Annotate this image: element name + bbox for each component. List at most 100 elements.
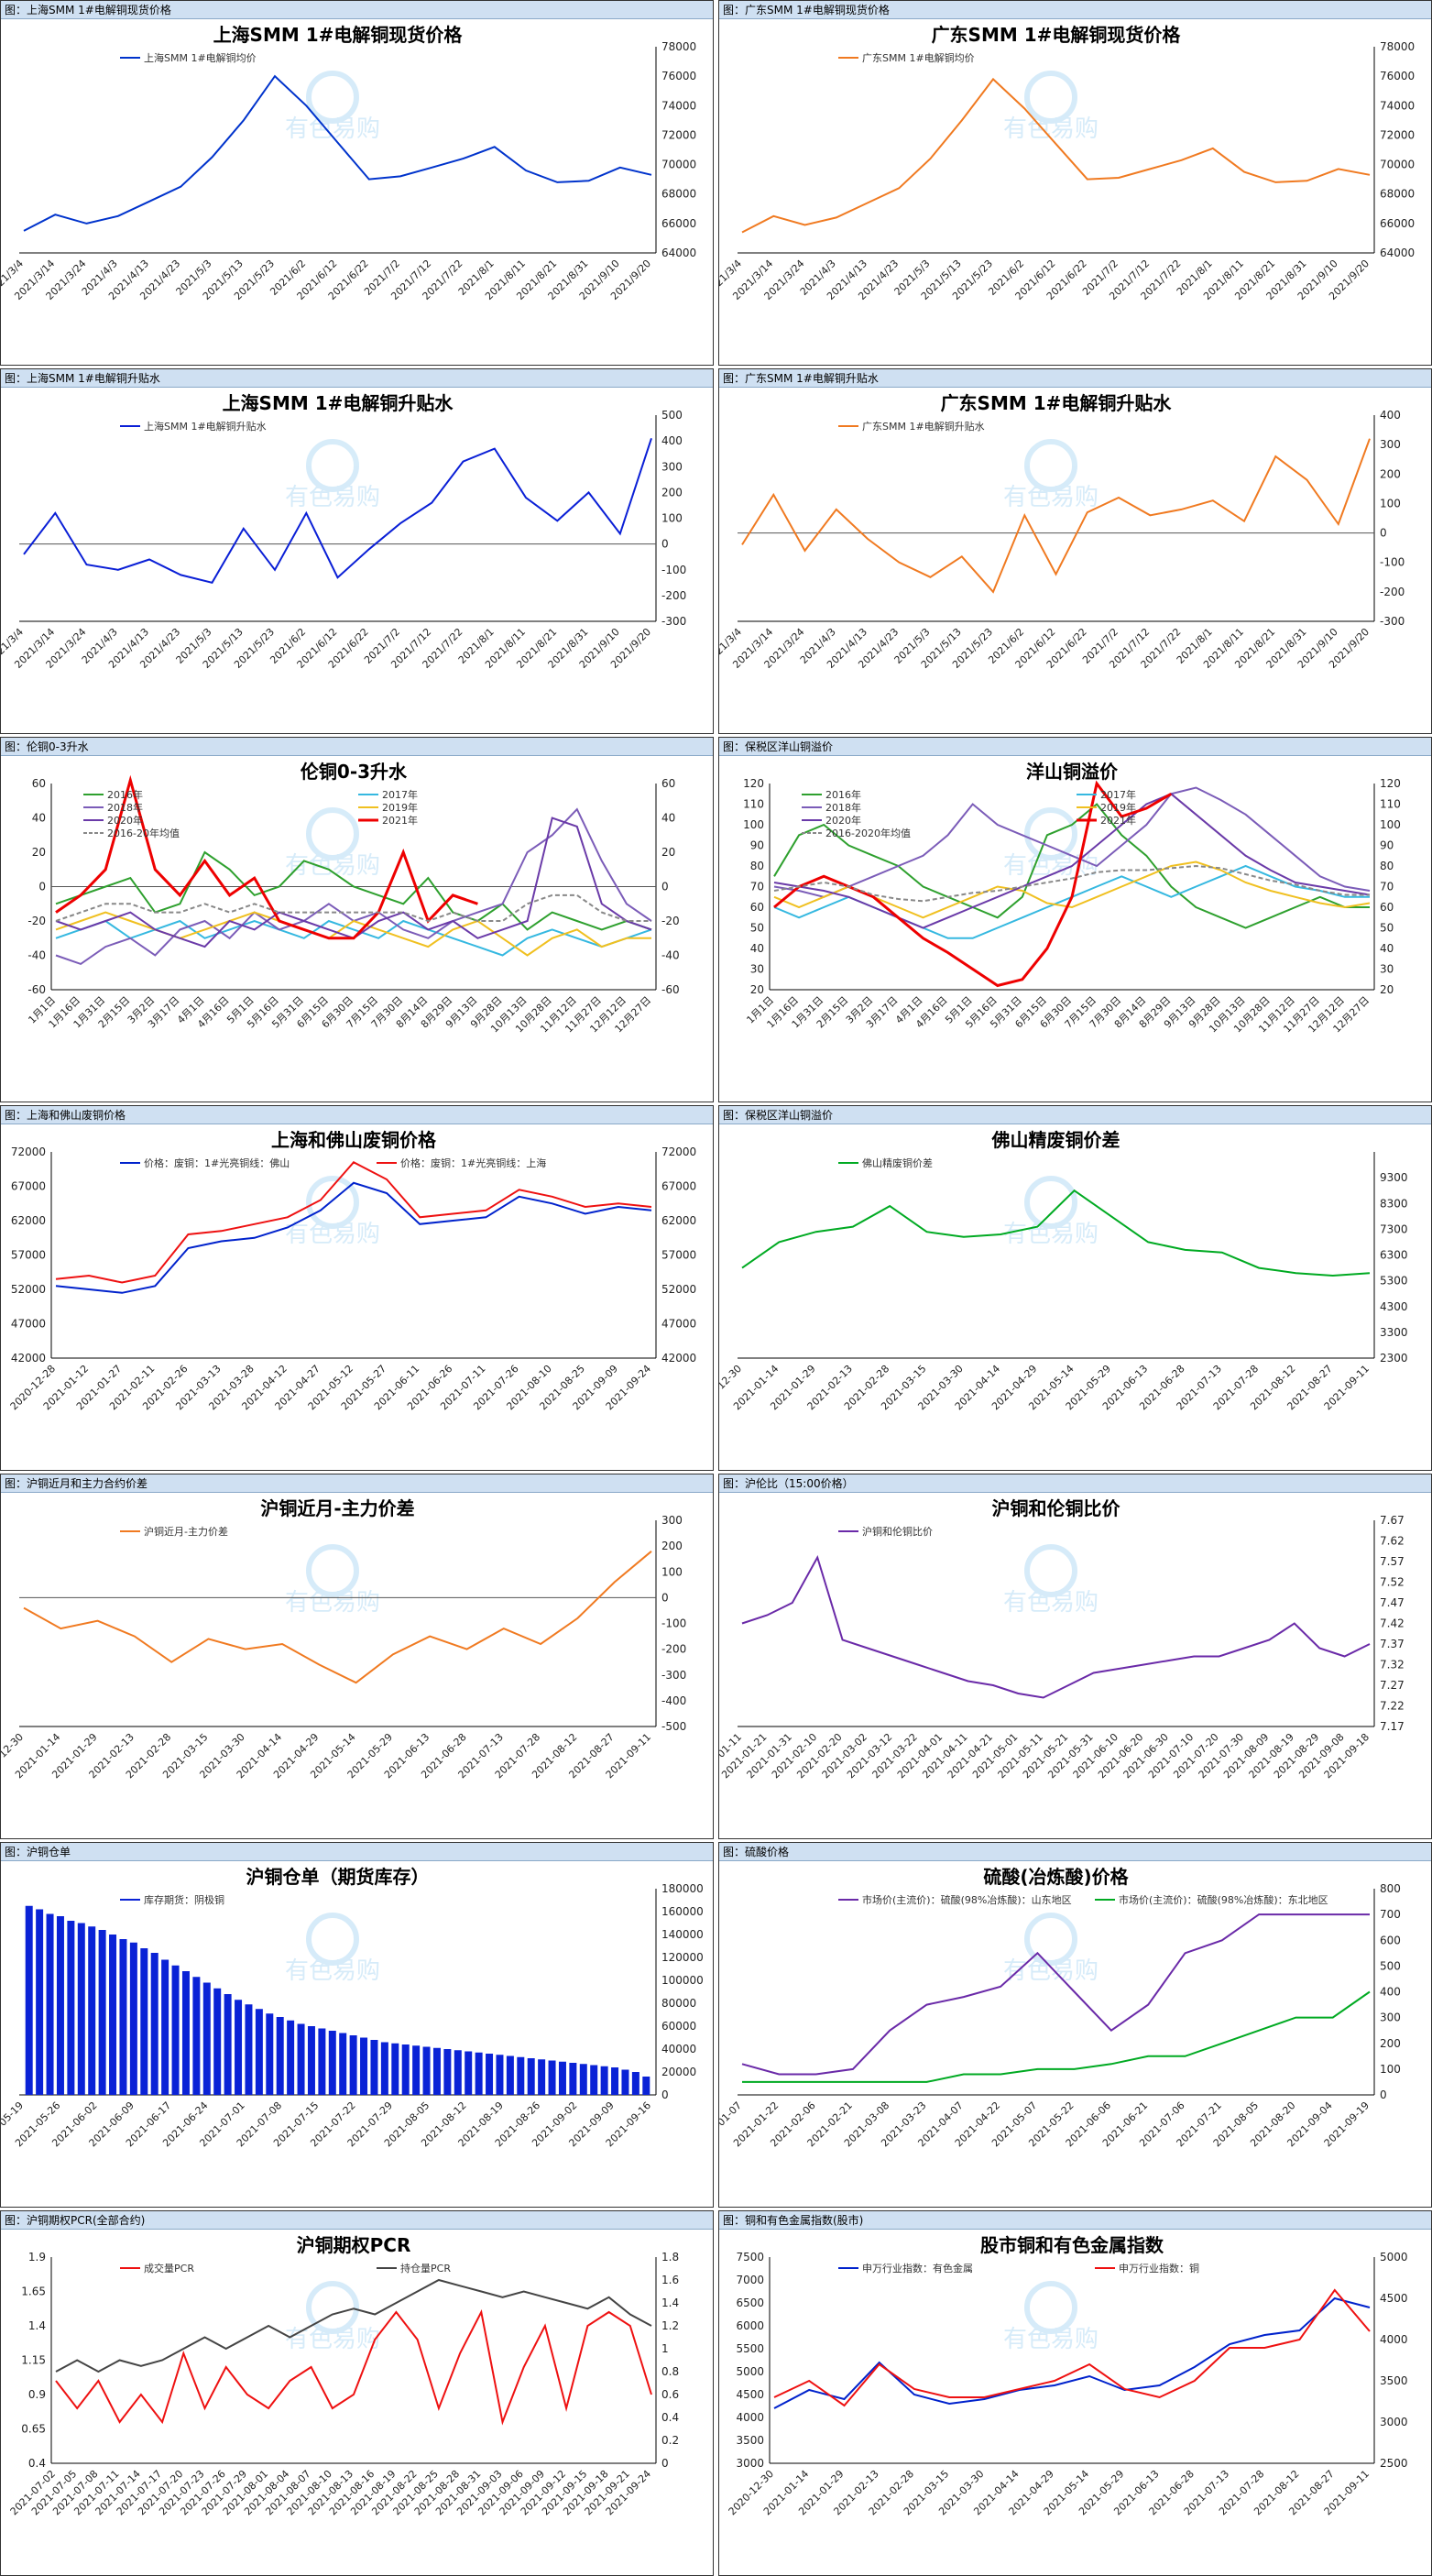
y-tick-label-left: 3000 bbox=[736, 2457, 764, 2470]
legend: 库存期货：阴极铜 bbox=[120, 1893, 224, 1906]
bar bbox=[443, 2049, 452, 2095]
chart-title: 沪铜期权PCR bbox=[297, 2234, 411, 2256]
bar bbox=[56, 1916, 64, 2095]
y-tick-label: -200 bbox=[1380, 586, 1405, 598]
bar bbox=[266, 2013, 274, 2095]
y-tick-label: 7.62 bbox=[1380, 1535, 1405, 1548]
y-tick-label: 50 bbox=[1380, 922, 1394, 935]
bar bbox=[25, 1905, 33, 2095]
y-tick-label: 3000 bbox=[1380, 2416, 1408, 2428]
bar bbox=[422, 2046, 431, 2095]
y-tick-label: 7.17 bbox=[1380, 1720, 1405, 1733]
y-tick-label: 72000 bbox=[1380, 128, 1415, 141]
bar bbox=[213, 1988, 222, 2095]
legend-label: 价格：废铜：1#光亮铜线：上海 bbox=[400, 1156, 546, 1169]
y-tick-label: 7.42 bbox=[1380, 1617, 1405, 1630]
y-tick-label: 70000 bbox=[1380, 159, 1415, 171]
y-tick-label-left: 4000 bbox=[736, 2411, 764, 2424]
y-tick-label-left: 1.4 bbox=[28, 2319, 46, 2332]
y-tick-label: 0.8 bbox=[661, 2365, 679, 2378]
y-tick-label: 300 bbox=[661, 1514, 683, 1527]
legend-label: 2018年 bbox=[825, 801, 861, 814]
y-tick-label-left: -40 bbox=[27, 949, 46, 962]
y-tick-label-left: 47000 bbox=[11, 1318, 46, 1331]
y-tick-label-left: -60 bbox=[27, 983, 46, 996]
chart-title: 上海SMM 1#电解铜现货价格 bbox=[213, 24, 464, 46]
y-tick-label: 5300 bbox=[1380, 1275, 1408, 1288]
legend: 沪铜和伦铜比价 bbox=[838, 1525, 933, 1538]
y-tick-label: 60 bbox=[1380, 901, 1394, 914]
watermark-logo: 有色易购 bbox=[1003, 2281, 1099, 2353]
series-line bbox=[55, 1181, 652, 1294]
chart-panel: 图：广东SMM 1#电解铜现货价格 有色易购 广东SMM 1#电解铜现货价格 6400… bbox=[718, 0, 1432, 366]
panel-header: 图：上海SMM 1#电解铜现货价格 bbox=[1, 1, 713, 19]
watermark-logo: 有色易购 bbox=[285, 439, 380, 511]
y-tick-label: 74000 bbox=[1380, 99, 1415, 112]
bar bbox=[360, 2037, 368, 2095]
y-tick-label: 67000 bbox=[661, 1180, 696, 1193]
chart-title: 沪铜近月-主力价差 bbox=[260, 1497, 414, 1519]
y-tick-label: 100000 bbox=[661, 1974, 704, 1987]
chart-svg: 有色易购 沪铜期权PCR 0 0.2 0.4 0.6 0.8 1 1.2 1.4 1.6 1.8 0.4… bbox=[8, 2234, 679, 2517]
chart-title: 广东SMM 1#电解铜升贴水 bbox=[941, 392, 1173, 414]
y-tick-label: 64000 bbox=[1380, 247, 1415, 259]
y-tick-label: 7.27 bbox=[1380, 1679, 1405, 1692]
chart-svg: 有色易购 佛山精废铜价差 2300 3300 4300 5300 6300 7300 8300 9… bbox=[719, 1129, 1408, 1412]
y-tick-label: 7.52 bbox=[1380, 1576, 1405, 1589]
bar bbox=[631, 2072, 639, 2095]
panel-header: 图：沪伦比（15:00价格） bbox=[719, 1474, 1431, 1493]
bar bbox=[245, 2004, 253, 2095]
bar bbox=[46, 1913, 54, 2095]
legend-label: 2016年 bbox=[825, 788, 861, 801]
y-tick-label: 1 bbox=[661, 2342, 669, 2355]
y-tick-label-left: 40 bbox=[32, 812, 46, 825]
y-tick-label: 74000 bbox=[661, 99, 696, 112]
y-tick-label: 40 bbox=[661, 812, 675, 825]
y-tick-label: 700 bbox=[1380, 1908, 1401, 1921]
bar bbox=[88, 1926, 96, 2095]
y-tick-label: 400 bbox=[1380, 409, 1401, 422]
legend-label: 2021年 bbox=[382, 814, 418, 827]
bar bbox=[287, 2020, 295, 2095]
chart-panel: 图：伦铜0-3升水 有色易购 伦铜0-3升水 -60 -40 -20 0 20 40 60 -60 -… bbox=[0, 737, 714, 1102]
bar bbox=[109, 1935, 117, 2095]
y-tick-label-left: 72000 bbox=[11, 1145, 46, 1158]
bar bbox=[328, 2031, 336, 2095]
bar bbox=[454, 2050, 462, 2095]
y-tick-label: 400 bbox=[1380, 1986, 1401, 1999]
y-tick-label-left: 4500 bbox=[736, 2388, 764, 2401]
y-tick-label: 47000 bbox=[661, 1318, 696, 1331]
watermark-text: 有色易购 bbox=[285, 852, 380, 880]
chart-svg: 有色易购硫酸(冶炼酸)价格010020030040050060070080020… bbox=[719, 1866, 1401, 2149]
y-tick-label: 52000 bbox=[661, 1283, 696, 1296]
y-tick-label: 0 bbox=[661, 1591, 669, 1604]
y-tick-label: 7.32 bbox=[1380, 1659, 1405, 1672]
legend-label: 申万行业指数：有色金属 bbox=[862, 2262, 973, 2275]
legend-label: 2019年 bbox=[382, 801, 418, 814]
chart-panel: 图：沪铜仓单 有色易购 沪铜仓单（期货库存） 0 20000 40000 60000 8000… bbox=[0, 1842, 714, 2208]
chart-panel: 图：保税区洋山铜溢价 有色易购 洋山铜溢价 20 30 40 50 60 70 80 90 100 11… bbox=[718, 737, 1432, 1102]
bar bbox=[600, 2066, 608, 2095]
chart-title: 沪铜和伦铜比价 bbox=[992, 1497, 1121, 1519]
y-tick-label-left: 100 bbox=[743, 818, 764, 831]
bar bbox=[150, 1953, 159, 2095]
series-line bbox=[741, 1554, 1371, 1699]
series-line bbox=[55, 2278, 652, 2373]
y-tick-label-left: 0.65 bbox=[21, 2423, 46, 2436]
y-tick-label: 9300 bbox=[1380, 1171, 1408, 1184]
y-tick-label: 20000 bbox=[661, 2066, 696, 2078]
legend-label: 持仓量PCR bbox=[400, 2262, 451, 2275]
y-tick-label-left: 60 bbox=[750, 901, 764, 914]
y-tick-label: 0 bbox=[1380, 527, 1387, 540]
y-tick-label: 300 bbox=[1380, 438, 1401, 451]
series-line bbox=[741, 1913, 1370, 2076]
watermark-text: 有色易购 bbox=[285, 484, 380, 511]
y-tick-label-left: 40 bbox=[750, 942, 764, 955]
bar bbox=[276, 2017, 284, 2095]
y-tick-label: -300 bbox=[661, 1669, 686, 1682]
y-tick-label: 1.6 bbox=[661, 2274, 679, 2286]
chart-panel: 图：上海SMM 1#电解铜升贴水 有色易购 上海SMM 1#电解铜升贴水 -300 -2… bbox=[0, 368, 714, 734]
y-tick-label-left: 6500 bbox=[736, 2296, 764, 2309]
y-tick-label-left: 70 bbox=[750, 881, 764, 893]
series-line bbox=[773, 780, 1173, 988]
